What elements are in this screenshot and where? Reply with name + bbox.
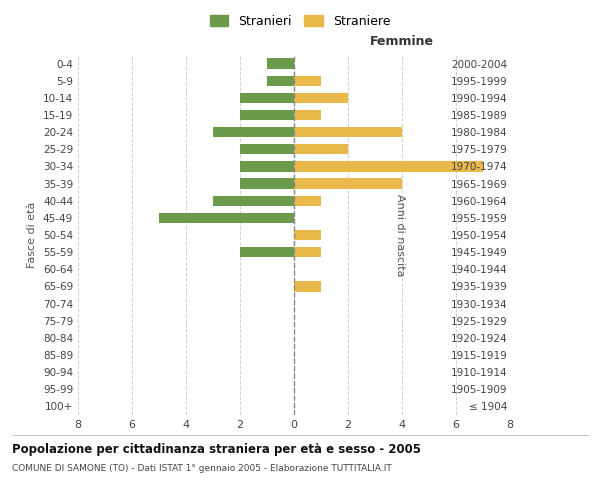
Text: Femmine: Femmine xyxy=(370,35,434,48)
Bar xyxy=(294,178,402,188)
Bar xyxy=(294,196,321,206)
Bar xyxy=(267,58,294,68)
Text: COMUNE DI SAMONE (TO) - Dati ISTAT 1° gennaio 2005 - Elaborazione TUTTITALIA.IT: COMUNE DI SAMONE (TO) - Dati ISTAT 1° ge… xyxy=(12,464,392,473)
Bar xyxy=(294,230,321,240)
Bar xyxy=(240,162,294,172)
Bar xyxy=(294,282,321,292)
Bar xyxy=(267,76,294,86)
Bar xyxy=(240,178,294,188)
Bar xyxy=(294,76,321,86)
Bar xyxy=(213,127,294,138)
Bar xyxy=(294,247,321,258)
Bar xyxy=(240,144,294,154)
Bar xyxy=(213,196,294,206)
Bar xyxy=(240,247,294,258)
Legend: Stranieri, Straniere: Stranieri, Straniere xyxy=(206,11,394,32)
Bar xyxy=(159,212,294,223)
Y-axis label: Anni di nascita: Anni di nascita xyxy=(395,194,405,276)
Bar xyxy=(294,162,483,172)
Text: Popolazione per cittadinanza straniera per età e sesso - 2005: Popolazione per cittadinanza straniera p… xyxy=(12,442,421,456)
Bar xyxy=(240,110,294,120)
Bar xyxy=(294,127,402,138)
Bar xyxy=(240,92,294,103)
Bar xyxy=(294,92,348,103)
Bar xyxy=(294,144,348,154)
Bar xyxy=(294,110,321,120)
Y-axis label: Fasce di età: Fasce di età xyxy=(28,202,37,268)
